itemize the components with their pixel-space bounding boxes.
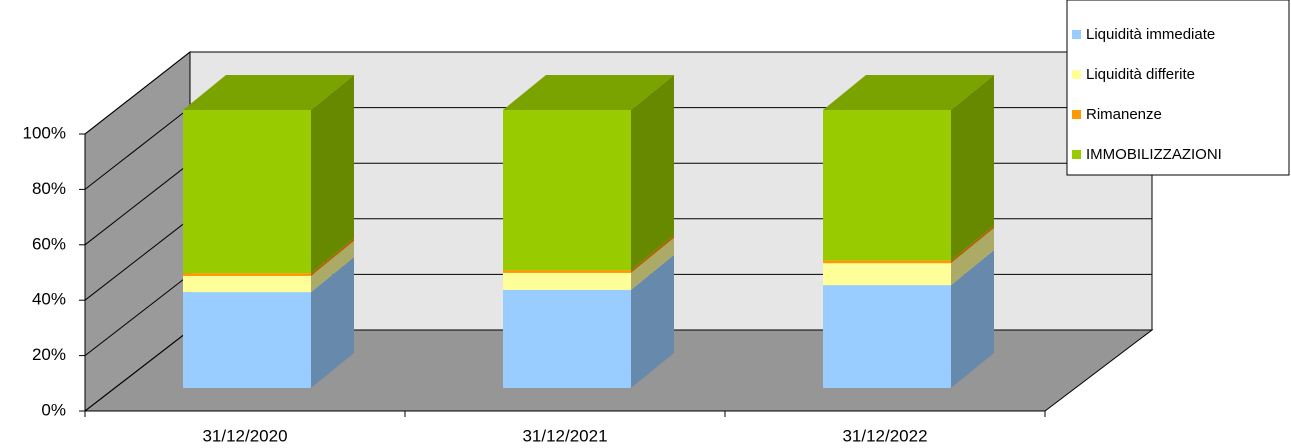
grid-line bbox=[84, 51, 191, 135]
legend-swatch bbox=[1072, 110, 1081, 119]
bar-front bbox=[183, 292, 311, 388]
legend-swatch bbox=[1072, 70, 1081, 79]
bar-side bbox=[311, 257, 354, 388]
legend-label: Liquidità immediate bbox=[1086, 26, 1215, 43]
bar-front bbox=[183, 275, 311, 293]
bar-side bbox=[631, 237, 674, 290]
bar-front bbox=[503, 270, 631, 273]
grid-line bbox=[84, 274, 191, 356]
bar-side bbox=[951, 225, 994, 264]
bar-front bbox=[823, 110, 951, 261]
bar-top bbox=[823, 75, 994, 110]
bar-front bbox=[503, 272, 631, 290]
legend bbox=[1066, 0, 1290, 176]
y-tick-label: 40% bbox=[32, 290, 66, 309]
bar-top bbox=[183, 75, 354, 110]
bar-front bbox=[823, 260, 951, 264]
x-tick-label: 31/12/2021 bbox=[522, 426, 607, 445]
y-tick-label: 20% bbox=[32, 345, 66, 364]
legend-swatch bbox=[1072, 30, 1081, 39]
bar-side bbox=[951, 75, 994, 261]
bar-top bbox=[503, 75, 674, 110]
y-tick-label: 60% bbox=[32, 234, 66, 253]
grid-line bbox=[84, 162, 191, 246]
bar-side bbox=[631, 235, 674, 273]
bar-front bbox=[183, 273, 311, 276]
legend-label: IMMOBILIZZAZIONI bbox=[1086, 146, 1222, 163]
bar-front bbox=[503, 110, 631, 271]
bar-side bbox=[631, 254, 674, 388]
bar-side bbox=[311, 240, 354, 293]
grid-line bbox=[84, 329, 191, 412]
bar-front bbox=[183, 110, 311, 274]
bar-side bbox=[311, 238, 354, 276]
y-tick-label: 80% bbox=[32, 179, 66, 198]
bar-side bbox=[311, 75, 354, 274]
grid-line bbox=[84, 218, 191, 301]
y-tick-label: 0% bbox=[41, 400, 66, 419]
bar-side bbox=[951, 250, 994, 388]
bar-side bbox=[631, 75, 674, 271]
x-tick-label: 31/12/2022 bbox=[842, 426, 927, 445]
grid-line bbox=[84, 107, 191, 190]
legend-label: Liquidità differite bbox=[1086, 66, 1195, 83]
x-tick-label: 31/12/2020 bbox=[202, 426, 287, 445]
bar-front bbox=[823, 285, 951, 388]
legend-swatch bbox=[1072, 150, 1081, 159]
bar-side bbox=[951, 228, 994, 286]
y-tick-label: 100% bbox=[23, 123, 66, 142]
bar-front bbox=[503, 289, 631, 388]
legend-label: Rimanenze bbox=[1086, 106, 1162, 123]
bar-front bbox=[823, 263, 951, 286]
